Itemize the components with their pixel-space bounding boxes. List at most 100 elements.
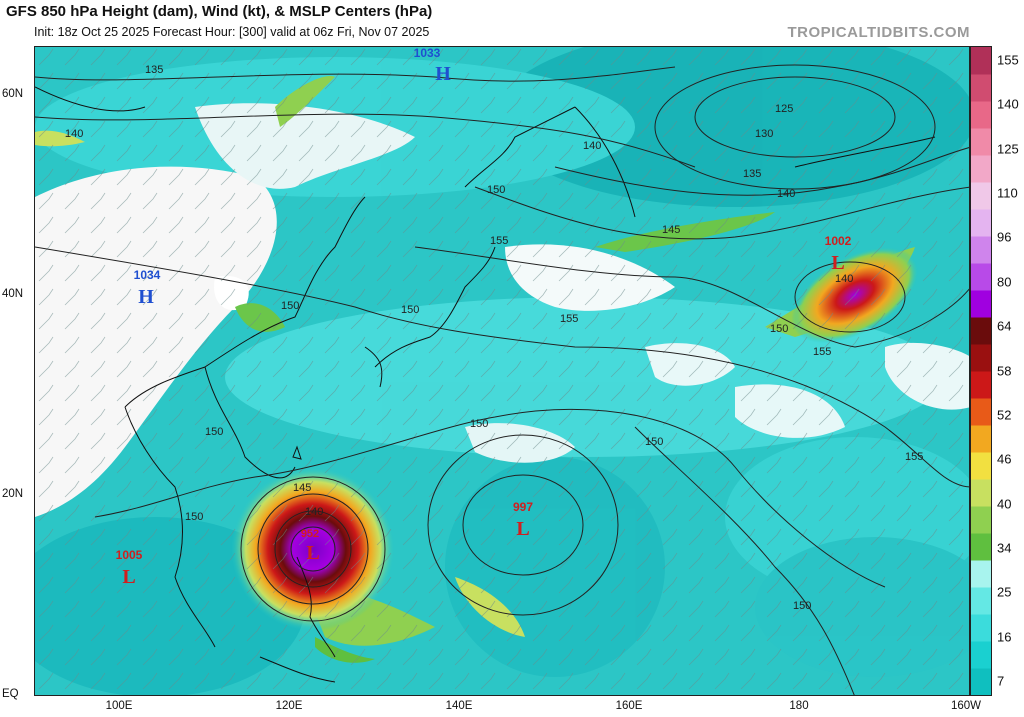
contour-label: 140: [777, 188, 795, 200]
contour-label: 145: [293, 482, 311, 494]
colorbar-swatch: [971, 47, 991, 75]
colorbar-swatch: [971, 182, 991, 210]
lon-label-120e: 120E: [275, 700, 303, 712]
pressure-symbol: L: [516, 518, 529, 540]
pressure-centers: 1033 H 1034 H 1002 L 997 L 1005 L 952 L: [116, 47, 852, 588]
contour-label: 145: [662, 224, 680, 236]
colorbar-swatch: [971, 452, 991, 480]
contour-label: 150: [793, 600, 811, 612]
colorbar-swatch: [971, 479, 991, 507]
colorbar-tick-label: 125: [997, 141, 1019, 157]
weather-map[interactable]: 135 140 125 130 140 135 140 150 155 145 …: [34, 46, 970, 696]
contour-label: 150: [645, 436, 663, 448]
pressure-symbol: H: [435, 63, 451, 85]
pressure-value: 1002: [825, 234, 852, 248]
colorbar-swatch: [971, 614, 991, 642]
lon-label-160w: 160W: [950, 700, 982, 712]
lon-label-180: 180: [789, 700, 809, 712]
low-center-pacific[interactable]: 997 L: [513, 500, 533, 540]
colorbar-swatch: [971, 587, 991, 615]
coastlines: [35, 86, 936, 683]
colorbar-tick-label: 46: [997, 451, 1012, 467]
contour-label: 140: [305, 506, 323, 518]
colorbar-tick-label: 80: [997, 274, 1012, 290]
pressure-symbol: L: [306, 542, 319, 564]
colorbar-tick-label: 155: [997, 52, 1019, 68]
colorbar-tick-label: 16: [997, 629, 1012, 645]
contour-label: 150: [401, 304, 419, 316]
weather-map-canvas: 135 140 125 130 140 135 140 150 155 145 …: [35, 47, 969, 695]
lon-label-100e: 100E: [105, 700, 133, 712]
contour-label: 155: [490, 235, 508, 247]
map-title: GFS 850 hPa Height (dam), Wind (kt), & M…: [6, 3, 433, 20]
colorbar-tick-label: 25: [997, 584, 1012, 600]
pressure-value: 1005: [116, 548, 143, 562]
colorbar-swatch: [971, 560, 991, 588]
colorbar-tick-label: 34: [997, 540, 1012, 556]
contour-label: 150: [770, 323, 788, 335]
low-center-indochina[interactable]: 1005 L: [116, 548, 143, 588]
colorbar-swatch: [971, 425, 991, 453]
lat-label-20n: 20N: [2, 488, 24, 500]
colorbar-tick-label: 110: [997, 185, 1018, 201]
colorbar-swatch: [971, 263, 991, 291]
lon-label-140e: 140E: [445, 700, 473, 712]
contour-label: 140: [835, 273, 853, 285]
colorbar-swatch: [971, 668, 991, 695]
contour-label: 125: [775, 103, 793, 115]
contour-labels: 135 140 125 130 140 135 140 150 155 145 …: [65, 64, 923, 612]
wind-speed-colorbar: [970, 46, 992, 696]
lat-label-40n: 40N: [2, 288, 24, 300]
colorbar-swatch: [971, 209, 991, 237]
pressure-symbol: L: [122, 566, 135, 588]
colorbar-swatch: [971, 128, 991, 156]
colorbar-tick-label: 96: [997, 229, 1012, 245]
map-subtitle: Init: 18z Oct 25 2025 Forecast Hour: [30…: [34, 25, 430, 39]
contour-label: 135: [145, 64, 163, 76]
colorbar-tick-label: 140: [997, 96, 1019, 112]
pressure-symbol: H: [138, 286, 154, 308]
contour-label: 135: [743, 168, 761, 180]
height-contours: [35, 64, 969, 695]
colorbar-swatch: [971, 641, 991, 669]
colorbar-swatch: [971, 398, 991, 426]
contour-label: 150: [185, 511, 203, 523]
lat-label-60n: 60N: [2, 88, 24, 100]
high-center-china[interactable]: 1034 H: [134, 268, 161, 308]
contour-label: 155: [813, 346, 831, 358]
colorbar-tick-label: 52: [997, 407, 1012, 423]
colorbar-swatch: [971, 371, 991, 399]
pressure-value: 997: [513, 500, 533, 514]
colorbar-tick-label: 7: [997, 673, 1005, 689]
contour-label: 150: [470, 418, 488, 430]
colorbar-swatch: [971, 155, 991, 183]
colorbar-tick-label: 58: [997, 363, 1012, 378]
contour-label: 140: [65, 128, 83, 140]
contour-label: 150: [487, 184, 505, 196]
pressure-value: 1034: [134, 268, 161, 282]
pressure-symbol: L: [831, 252, 844, 274]
colorbar-tick-label: 40: [997, 496, 1012, 512]
colorbar-swatch: [971, 101, 991, 129]
contour-label: 140: [583, 140, 601, 152]
brand-watermark: TROPICALTIDBITS.COM: [787, 24, 970, 41]
low-center-typhoon[interactable]: 952 L: [301, 528, 320, 564]
colorbar-swatch: [971, 290, 991, 318]
low-center-aleutian[interactable]: 1002 L: [825, 234, 852, 274]
colorbar-swatch: [971, 506, 991, 534]
contour-label: 155: [905, 451, 923, 463]
contour-label: 150: [281, 300, 299, 312]
high-center-north[interactable]: 1033 H: [414, 47, 452, 85]
lon-label-160e: 160E: [615, 700, 643, 712]
pressure-value: 1033: [414, 47, 441, 60]
colorbar-swatch: [971, 74, 991, 102]
colorbar-swatch: [971, 344, 991, 372]
contour-label: 130: [755, 128, 773, 140]
colorbar-swatch: [971, 317, 991, 345]
wind-barbs: [35, 47, 969, 695]
colorbar-swatch: [971, 236, 991, 264]
contour-label: 155: [560, 313, 578, 325]
colorbar-swatch: [971, 533, 991, 561]
lat-label-eq: EQ: [2, 688, 19, 700]
colorbar-tick-label: 64: [997, 318, 1012, 334]
